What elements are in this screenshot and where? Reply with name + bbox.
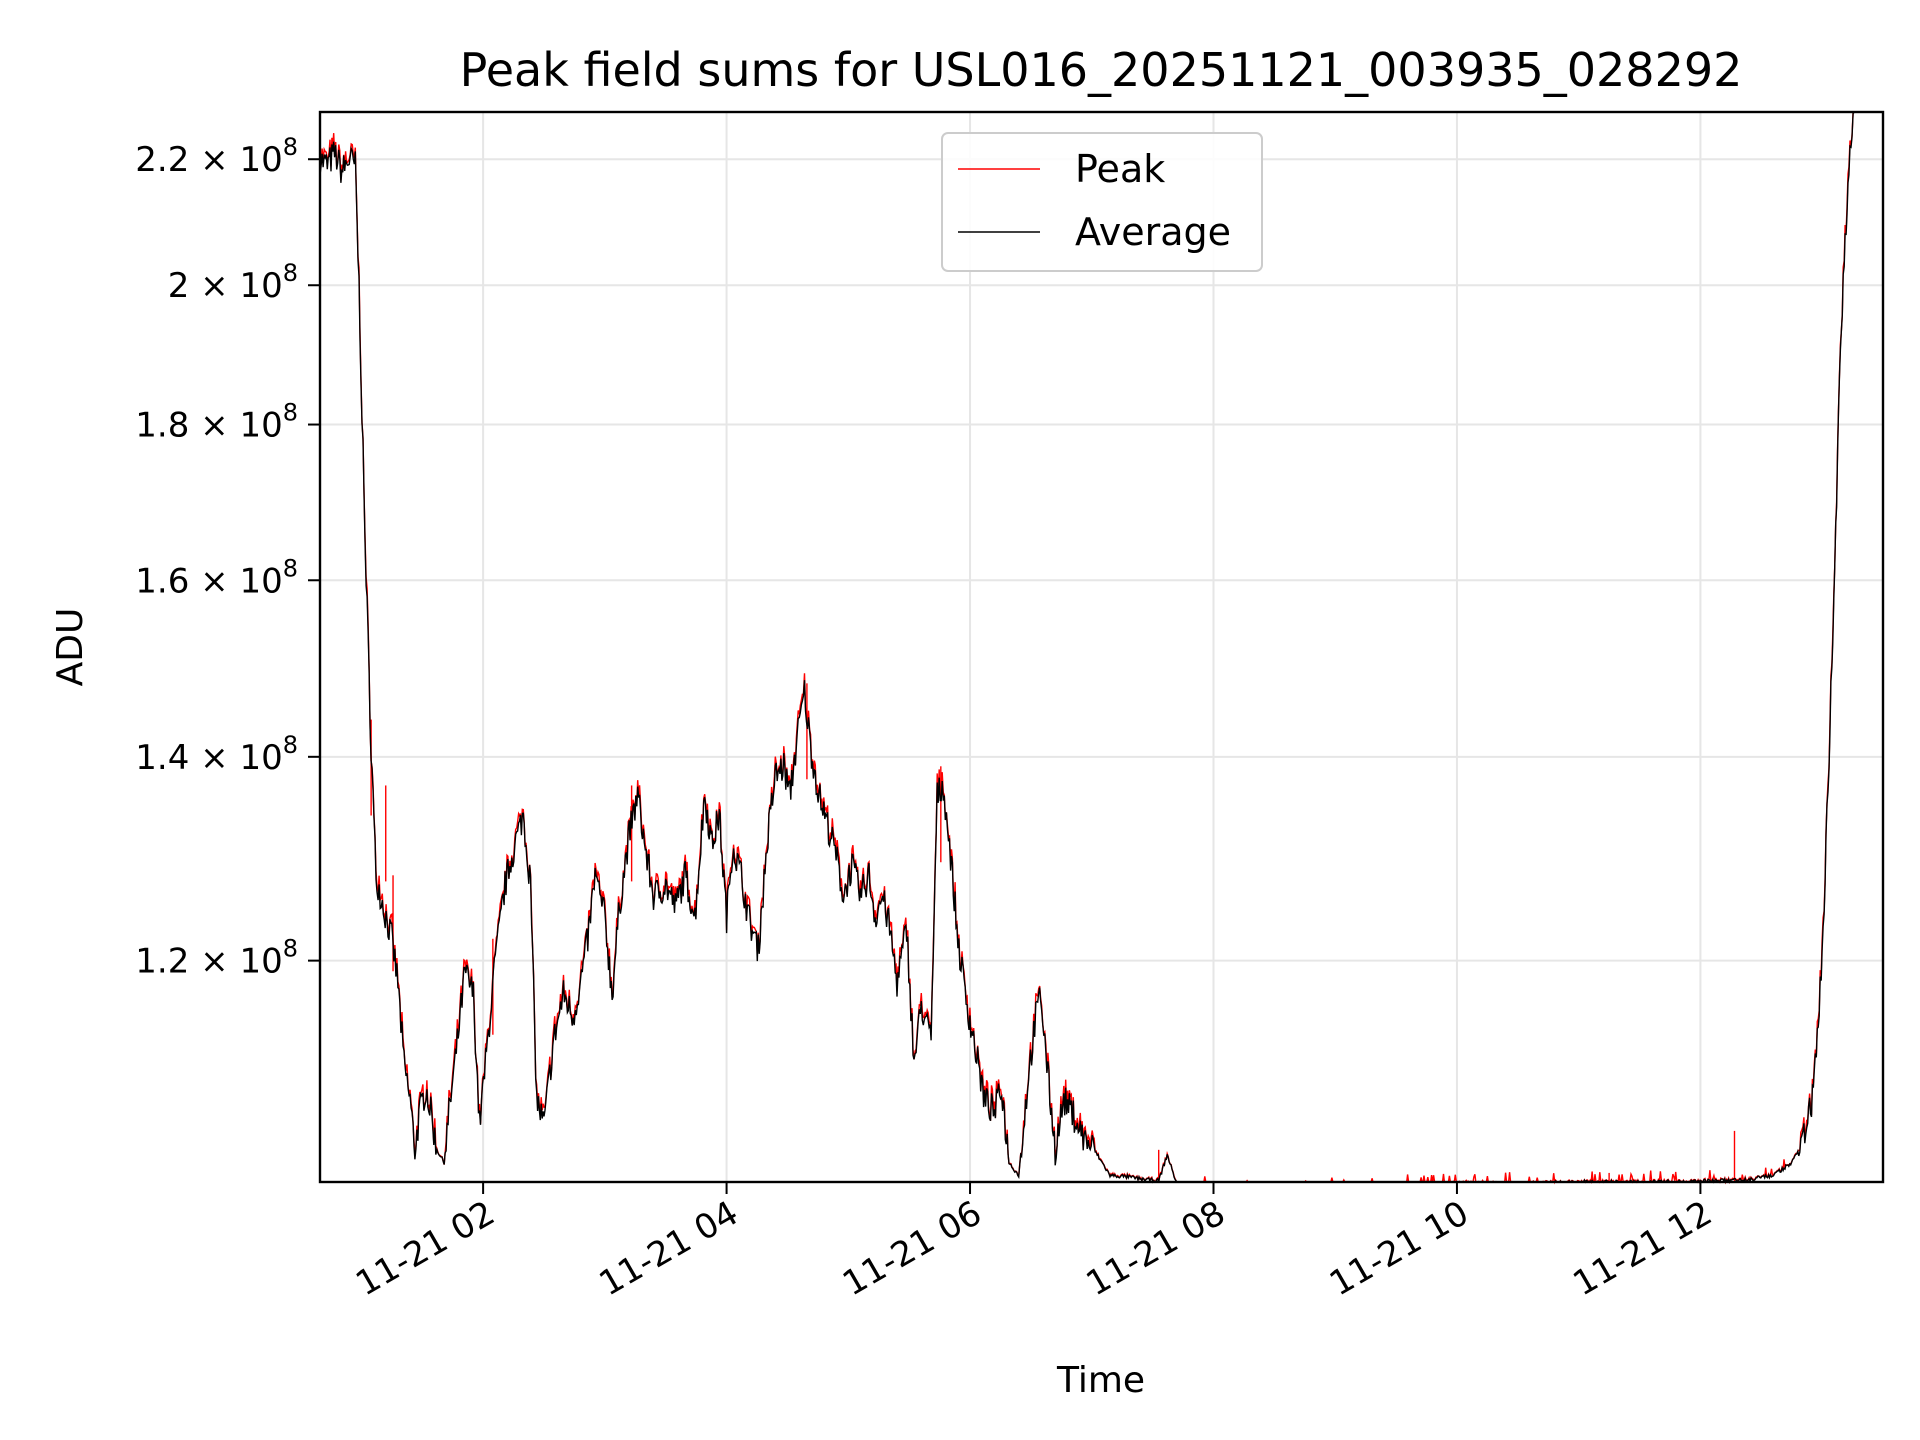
y-axis: 1.2 × 108 1.4 × 108 1.6 × 108 1.8 × 108 2 × …	[135, 133, 320, 982]
grid-lines	[320, 112, 1883, 1182]
plot-frame	[318, 110, 1885, 1184]
legend-box	[941, 132, 1263, 272]
legend-label-average: Average	[1075, 210, 1231, 254]
y-tick-label: 2.2 × 108	[135, 133, 298, 180]
y-tick-label: 1.4 × 108	[135, 731, 298, 778]
y-axis-label: ADU	[50, 608, 91, 687]
y-tick-label: 1.8 × 108	[135, 399, 298, 446]
y-tick-label: 1.2 × 108	[135, 935, 298, 982]
legend-label-peak: Peak	[1075, 147, 1165, 191]
chart-title: Peak field sums for USL016_20251121_0039…	[460, 43, 1743, 97]
legend: Peak Average	[941, 132, 1263, 272]
x-axis-label: Time	[1056, 1360, 1145, 1401]
y-tick-label: 2 × 108	[168, 259, 298, 306]
y-tick-label: 1.6 × 108	[135, 554, 298, 601]
